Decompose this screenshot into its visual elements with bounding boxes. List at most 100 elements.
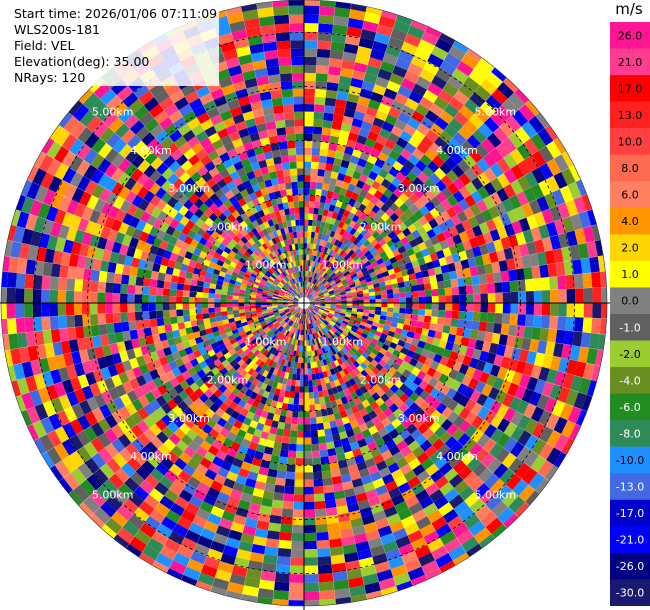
velocity-gate	[291, 373, 297, 381]
velocity-gate	[372, 117, 385, 129]
velocity-gate	[372, 383, 381, 393]
velocity-gate	[337, 459, 348, 469]
velocity-gate	[229, 425, 240, 436]
velocity-gate	[325, 298, 331, 301]
velocity-gate	[232, 457, 244, 468]
velocity-gate	[356, 380, 365, 389]
velocity-gate	[241, 345, 249, 352]
velocity-gate	[380, 311, 388, 317]
velocity-gate	[215, 525, 231, 538]
velocity-gate	[328, 454, 338, 464]
velocity-gate	[490, 177, 504, 192]
velocity-gate	[334, 331, 341, 338]
velocity-gate	[133, 83, 150, 99]
velocity-gate	[320, 286, 326, 291]
velocity-gate	[351, 383, 360, 392]
velocity-gate	[154, 502, 170, 517]
velocity-gate	[349, 9, 366, 21]
velocity-gate	[233, 316, 241, 322]
velocity-gate	[324, 97, 337, 107]
velocity-gate	[441, 406, 453, 419]
velocity-gate	[339, 410, 348, 419]
velocity-gate	[293, 304, 299, 307]
velocity-gate	[244, 233, 252, 241]
velocity-gate	[266, 295, 273, 298]
velocity-gate	[32, 289, 42, 303]
velocity-gate	[263, 316, 270, 321]
velocity-gate	[347, 17, 364, 30]
velocity-gate	[207, 248, 216, 257]
velocity-gate	[583, 287, 593, 303]
velocity-gate	[188, 402, 200, 413]
velocity-gate	[330, 554, 346, 565]
velocity-gate	[316, 220, 322, 228]
velocity-gate	[253, 168, 263, 178]
velocity-gate	[368, 288, 375, 293]
velocity-gate	[166, 568, 184, 580]
velocity-gate	[433, 495, 449, 510]
velocity-gate	[277, 300, 283, 302]
velocity-gate	[466, 543, 483, 557]
velocity-gate	[226, 306, 233, 312]
velocity-gate	[295, 307, 300, 311]
velocity-gate	[300, 308, 303, 314]
velocity-gate	[273, 279, 280, 285]
velocity-gate	[394, 379, 404, 389]
velocity-gate	[296, 345, 300, 352]
velocity-gate	[309, 300, 315, 303]
velocity-gate	[137, 433, 151, 447]
velocity-gate	[225, 537, 241, 549]
velocity-gate	[347, 278, 354, 284]
velocity-gate	[336, 262, 343, 269]
velocity-gate	[327, 363, 334, 370]
velocity-gate	[463, 119, 479, 135]
velocity-gate	[315, 81, 328, 90]
velocity-gate	[26, 406, 41, 424]
velocity-gate	[50, 192, 64, 209]
velocity-gate	[561, 167, 576, 186]
velocity-gate	[427, 538, 444, 553]
velocity-gate	[340, 333, 347, 340]
velocity-gate	[304, 40, 318, 49]
velocity-gate	[336, 505, 349, 515]
velocity-gate	[371, 230, 380, 239]
velocity-gate	[272, 328, 278, 334]
velocity-gate	[563, 330, 574, 346]
velocity-gate	[205, 327, 213, 335]
velocity-gate	[318, 293, 324, 297]
velocity-gate	[170, 316, 178, 325]
velocity-gate	[369, 271, 377, 278]
velocity-gate	[432, 155, 445, 168]
velocity-gate	[318, 155, 328, 164]
velocity-gate	[221, 250, 229, 259]
velocity-gate	[296, 368, 301, 375]
velocity-gate	[485, 517, 504, 535]
velocity-gate	[308, 306, 313, 310]
velocity-gate	[240, 461, 252, 472]
velocity-gate	[347, 413, 357, 423]
velocity-gate	[149, 423, 162, 437]
velocity-gate	[376, 208, 386, 218]
velocity-gate	[373, 242, 382, 251]
velocity-gate	[319, 195, 327, 204]
velocity-gate	[423, 315, 432, 323]
velocity-gate	[304, 103, 315, 112]
velocity-gate	[361, 399, 371, 409]
velocity-gate	[315, 287, 320, 293]
velocity-gate	[232, 363, 241, 371]
velocity-gate	[315, 303, 321, 305]
velocity-gate	[316, 274, 321, 280]
velocity-gate	[368, 410, 378, 420]
velocity-gate	[118, 222, 130, 235]
velocity-gate	[310, 311, 314, 317]
velocity-gate	[200, 182, 211, 193]
velocity-gate	[254, 365, 262, 374]
velocity-gate	[313, 207, 319, 215]
velocity-gate	[304, 465, 313, 473]
velocity-gate	[279, 389, 286, 397]
velocity-gate	[405, 495, 420, 508]
velocity-gate	[290, 423, 298, 431]
velocity-gate	[159, 545, 177, 561]
velocity-gate	[42, 400, 57, 417]
velocity-gate	[496, 158, 511, 174]
